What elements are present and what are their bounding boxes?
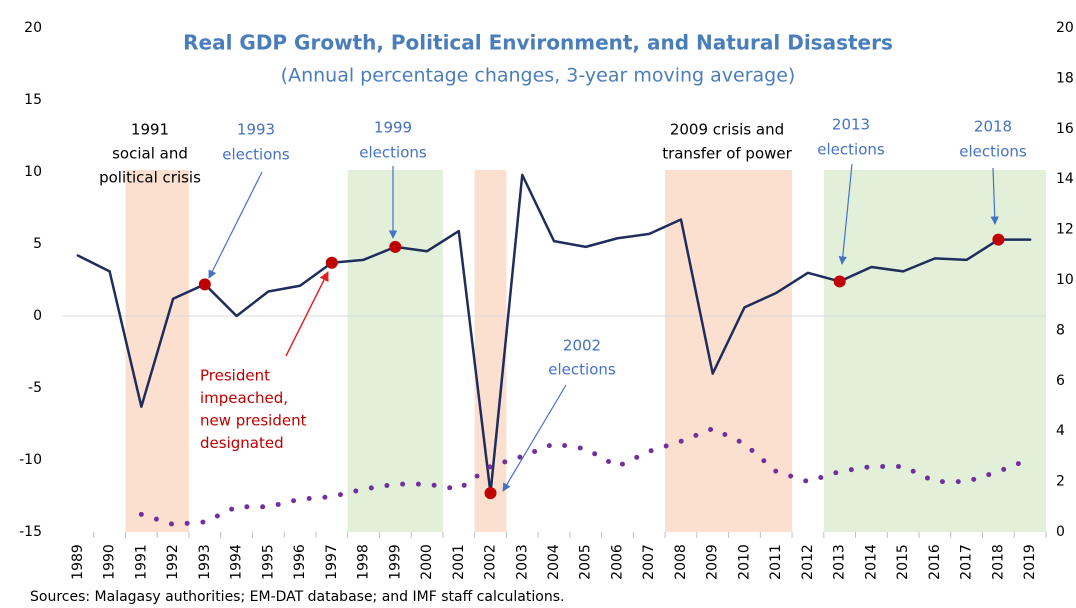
y-tick-label: 20: [24, 20, 42, 36]
annotation: 2018: [974, 118, 1012, 136]
x-tick-label: 2003: [514, 544, 530, 580]
arrow: [208, 171, 263, 279]
y2-tick-label: 4: [1056, 423, 1065, 439]
x-tick-label: 2014: [863, 544, 879, 580]
annotation: 1991: [131, 121, 169, 139]
y-tick-label: -10: [19, 452, 42, 468]
arrow: [285, 271, 329, 357]
x-tick-label: 2002: [483, 544, 499, 580]
x-tick-label: 2015: [895, 544, 911, 580]
x-tick-label: 1991: [133, 544, 149, 580]
y2-tick-label: 10: [1056, 272, 1074, 288]
y2-tick-label: 8: [1056, 322, 1065, 338]
source-note: Sources: Malagasy authorities; EM-DAT da…: [30, 589, 564, 605]
y-tick-label: 10: [24, 164, 42, 180]
x-tick-label: 1999: [387, 544, 403, 580]
x-tick-label: 2013: [832, 544, 848, 580]
y2-tick-label: 20: [1056, 20, 1074, 36]
bands: [125, 170, 1046, 532]
y2-tick-label: 6: [1056, 373, 1065, 389]
arrow: [990, 167, 999, 225]
chart-title: Real GDP Growth, Political Environment, …: [183, 31, 893, 55]
election-marker: [992, 233, 1005, 246]
annotation: elections: [817, 141, 885, 159]
x-tick-label: 1990: [102, 544, 118, 580]
y-tick-label: -15: [19, 524, 42, 540]
shaded-band: [823, 170, 1046, 532]
x-tick-label: 1992: [165, 544, 181, 580]
x-tick-label: 1996: [292, 544, 308, 580]
annotation: 2013: [832, 116, 870, 134]
arrow: [502, 384, 567, 492]
x-tick-label: 2019: [1022, 544, 1038, 580]
x-tick-label: 2012: [800, 544, 816, 580]
x-tick-label: 2005: [578, 544, 594, 580]
x-tick-label: 2011: [768, 544, 784, 580]
x-tick-label: 2001: [451, 544, 467, 580]
x-tick-label: 2006: [609, 544, 625, 580]
y2-tick-label: 12: [1056, 222, 1074, 238]
annotation: new president: [200, 412, 307, 430]
shaded-band: [347, 170, 443, 532]
election-marker: [484, 487, 497, 500]
annotation: designated: [200, 434, 284, 452]
annotation: social and: [112, 145, 188, 163]
annotation: elections: [548, 361, 616, 379]
y2-tick-label: 16: [1056, 121, 1074, 137]
x-tick-label: 2016: [927, 544, 943, 580]
election-marker: [833, 275, 846, 288]
x-tick-label: 1995: [260, 544, 276, 580]
election-marker: [198, 278, 211, 291]
x-tick-label: 2007: [641, 544, 657, 580]
x-tick-label: 2008: [673, 544, 689, 580]
x-tick-label: 2018: [990, 544, 1006, 580]
x-tick-label: 2009: [705, 544, 721, 580]
y2-tick-label: 14: [1056, 171, 1074, 187]
arrow: [838, 163, 853, 265]
election-marker: [325, 256, 338, 269]
x-tick-label: 1989: [70, 544, 86, 580]
annotation: elections: [959, 143, 1027, 161]
x-tick-label: 1997: [324, 544, 340, 580]
annotation: elections: [222, 146, 290, 164]
y-tick-label: 15: [24, 92, 42, 108]
x-tick-label: 2004: [546, 544, 562, 580]
x-tick-label: 2010: [736, 544, 752, 580]
x-tick-label: 1998: [356, 544, 372, 580]
x-tick-label: 1993: [197, 544, 213, 580]
shaded-band: [474, 170, 507, 532]
chart-subtitle: (Annual percentage changes, 3-year movin…: [281, 65, 796, 87]
annotation: 2009 crisis and: [670, 121, 784, 139]
annotation: elections: [359, 144, 427, 162]
gdp-line: [76, 173, 1032, 495]
y-tick-label: 0: [33, 308, 42, 324]
disaster-line: [138, 426, 1033, 527]
plot: [76, 173, 1033, 527]
y2-tick-label: 18: [1056, 70, 1074, 86]
annotation: 1999: [374, 119, 412, 137]
x-tick-label: 1994: [229, 544, 245, 580]
annotation: 2002: [563, 337, 601, 355]
y-tick-label: 5: [33, 236, 42, 252]
annotation: political crisis: [99, 169, 201, 187]
y2-tick-label: 2: [1056, 474, 1065, 490]
arrows: [208, 163, 999, 492]
annotations: 1991 social and political crisis 1993 electi…: [99, 116, 1027, 453]
y-tick-label: -5: [28, 380, 42, 396]
annotation: impeached,: [200, 389, 288, 407]
y2-tick-label: 0: [1056, 524, 1065, 540]
annotation: President: [200, 367, 270, 385]
shaded-band: [665, 170, 793, 532]
x-tick-label: 2000: [419, 544, 435, 580]
election-marker: [389, 240, 402, 253]
annotation: transfer of power: [662, 145, 792, 163]
annotation: 1993: [237, 121, 275, 139]
x-tick-label: 2017: [959, 544, 975, 580]
